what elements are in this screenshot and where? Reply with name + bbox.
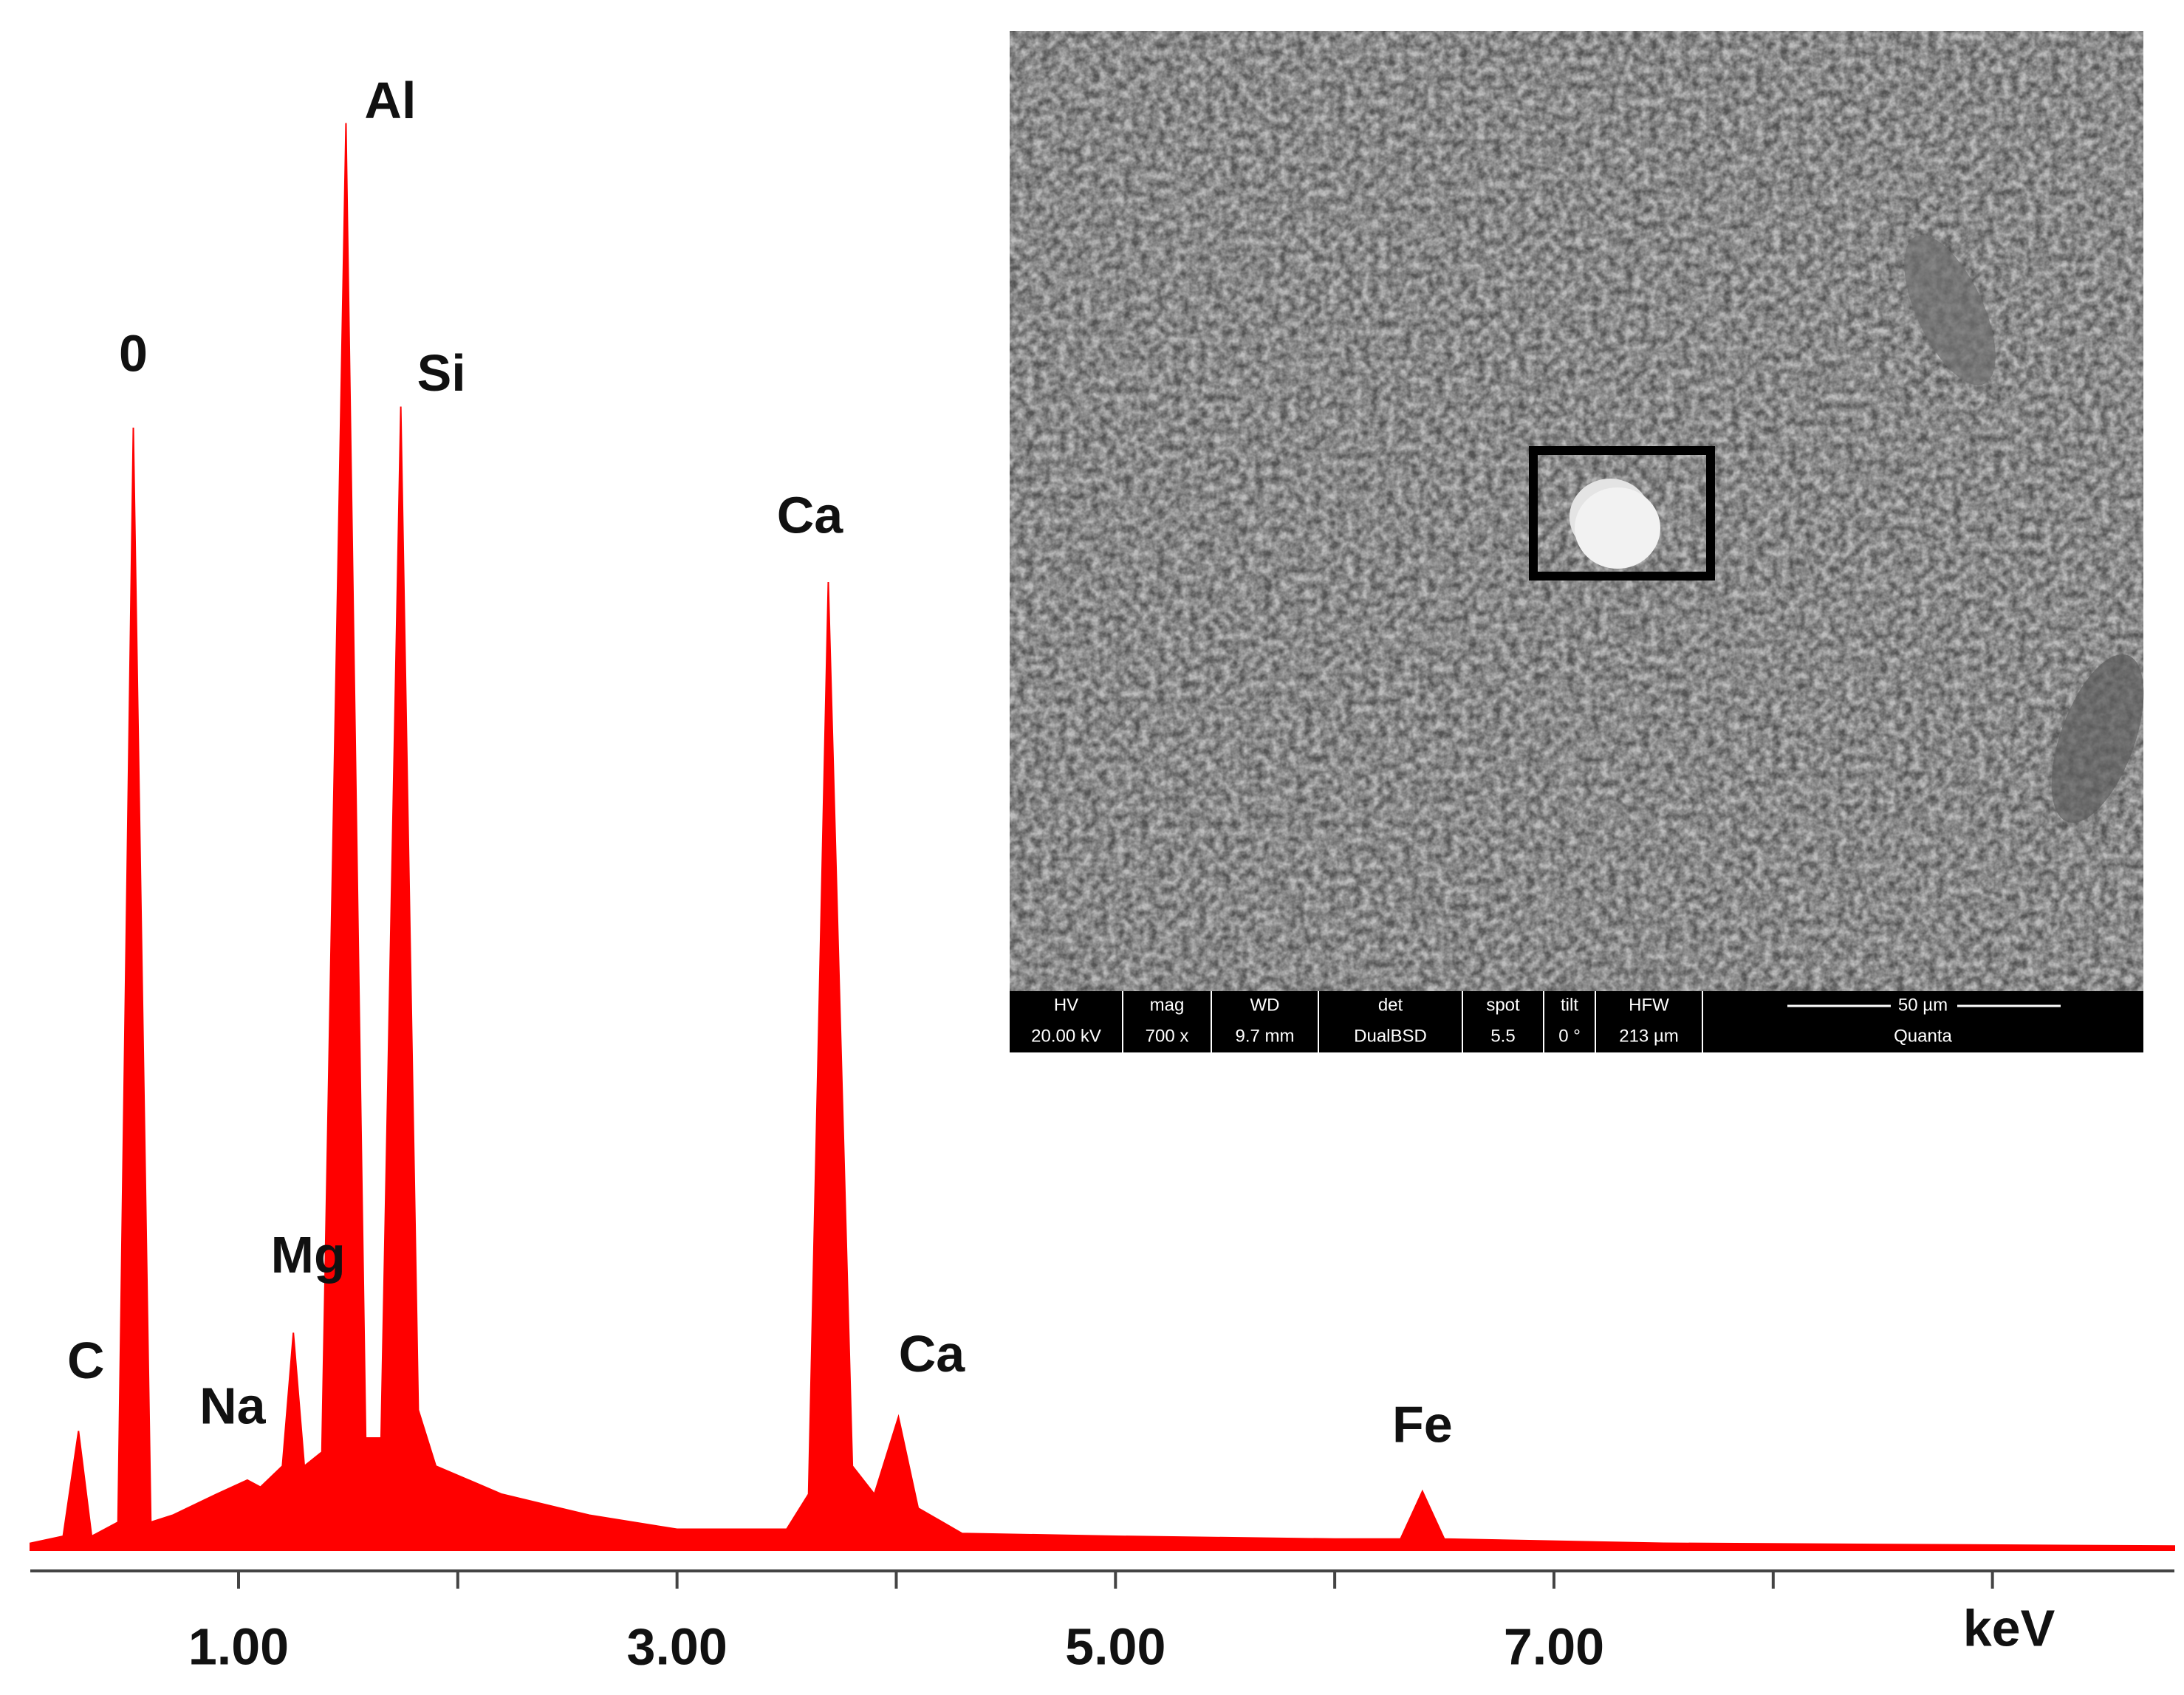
info-header: mag	[1150, 995, 1185, 1015]
info-value: Quanta	[1894, 1026, 1952, 1046]
info-value: 700 x	[1146, 1026, 1189, 1046]
info-value: 9.7 mm	[1235, 1026, 1294, 1046]
info-header: 50 µm	[1898, 995, 1948, 1015]
peak-label: Na	[199, 1377, 267, 1434]
info-header: WD	[1250, 995, 1280, 1015]
peak-label: 0	[119, 324, 148, 382]
x-tick-label: 1.00	[188, 1617, 289, 1675]
sem-image	[1010, 31, 2144, 991]
info-header: spot	[1486, 995, 1520, 1015]
peak-label: Si	[417, 344, 466, 402]
info-value: 0 °	[1558, 1026, 1581, 1046]
peak-label: Fe	[1392, 1396, 1453, 1453]
peak-label: C	[67, 1332, 105, 1389]
x-tick-label: 7.00	[1504, 1617, 1604, 1675]
info-header: tilt	[1561, 995, 1578, 1015]
peak-label: Al	[364, 72, 416, 129]
x-axis-label: keV	[1963, 1599, 2055, 1657]
info-bar: HV 20.00 kV mag 700 x WD 9.7 mm det DualBSD spot…	[1010, 991, 2143, 1052]
peak-label: Ca	[899, 1325, 966, 1383]
peak-label: Mg	[271, 1226, 346, 1284]
info-value: 5.5	[1490, 1026, 1515, 1046]
peak-label: Ca	[777, 486, 844, 544]
info-header: HFW	[1629, 995, 1669, 1015]
info-value: 213 µm	[1619, 1026, 1679, 1046]
info-value: 20.00 kV	[1031, 1026, 1101, 1046]
info-value: DualBSD	[1354, 1026, 1427, 1046]
x-tick-label: 3.00	[627, 1617, 728, 1675]
x-tick-label: 5.00	[1065, 1617, 1165, 1675]
info-header: HV	[1054, 995, 1078, 1015]
info-header: det	[1378, 995, 1403, 1015]
spectrum-area	[30, 123, 2175, 1551]
